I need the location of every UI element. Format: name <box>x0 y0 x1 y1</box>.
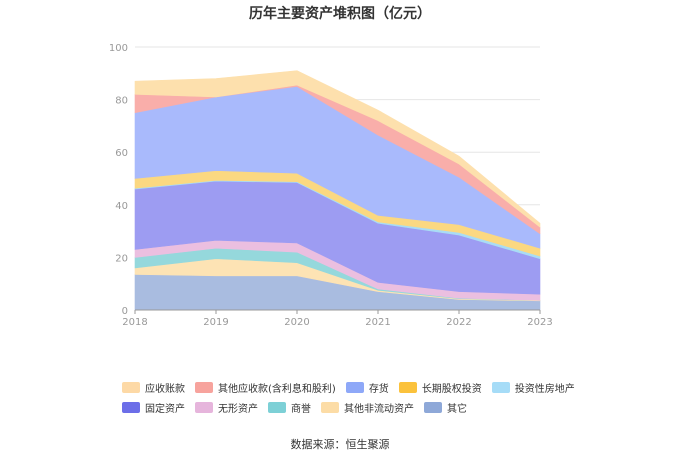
legend-label: 应收账款 <box>145 383 185 395</box>
legend-swatch <box>345 381 364 393</box>
chart-title: 历年主要资产堆积图（亿元） <box>249 6 431 22</box>
legend-item[interactable]: 固定资产 <box>122 400 185 415</box>
legend-item[interactable]: 应收账款 <box>122 380 185 395</box>
legend-swatch <box>122 381 140 393</box>
data-source: 数据来源：恒生聚源 <box>290 438 390 451</box>
legend-swatch <box>491 381 510 393</box>
legend-label: 商誉 <box>291 403 311 415</box>
legend: 应收账款 其他应收款(含利息和股利) 存货 长期股权投资 投资性房地产固定资产 无形资产 商… <box>122 377 592 417</box>
legend-item[interactable]: 存货 <box>345 380 389 395</box>
legend-label: 其它 <box>447 403 467 415</box>
y-tick-label: 60 <box>115 148 128 159</box>
y-tick-label: 40 <box>115 201 128 212</box>
legend-item[interactable]: 投资性房地产 <box>491 380 575 395</box>
legend-label: 投资性房地产 <box>514 383 575 395</box>
legend-label: 其他非流动资产 <box>344 403 414 415</box>
legend-row: 应收账款 其他应收款(含利息和股利) 存货 长期股权投资 投资性房地产 <box>122 377 592 397</box>
legend-swatch <box>195 381 213 393</box>
legend-swatch <box>321 401 339 413</box>
x-tick-label: 2020 <box>284 317 309 328</box>
area-series <box>134 70 541 228</box>
legend-swatch <box>398 381 417 393</box>
legend-item[interactable]: 长期股权投资 <box>398 380 482 395</box>
x-tick-label: 2018 <box>122 317 147 328</box>
legend-swatch <box>195 401 213 413</box>
legend-swatch <box>268 401 286 413</box>
legend-swatch <box>424 401 442 413</box>
x-tick-label: 2021 <box>365 317 390 328</box>
y-tick-label: 0 <box>122 306 128 317</box>
legend-item[interactable]: 商誉 <box>268 400 311 415</box>
x-tick-label: 2019 <box>203 317 228 328</box>
legend-row: 固定资产 无形资产 商誉 其他非流动资产 其它 <box>122 397 592 417</box>
x-tick-label: 2023 <box>527 317 552 328</box>
legend-item[interactable]: 无形资产 <box>195 400 258 415</box>
y-tick-label: 20 <box>115 253 128 264</box>
legend-label: 无形资产 <box>218 403 258 415</box>
legend-label: 长期股权投资 <box>421 383 482 395</box>
x-tick-label: 2022 <box>446 317 471 328</box>
legend-label: 其他应收款(含利息和股利) <box>218 383 336 395</box>
series-areas <box>134 70 541 311</box>
y-axis: 0 20 40 60 80 100 <box>109 43 128 317</box>
y-tick-label: 100 <box>109 43 128 54</box>
x-axis: 2018 2019 2020 2021 2022 2023 <box>122 309 553 328</box>
legend-item[interactable]: 其他非流动资产 <box>321 400 414 415</box>
legend-item[interactable]: 其它 <box>424 400 467 415</box>
legend-label: 存货 <box>368 383 389 395</box>
y-tick-label: 80 <box>115 96 128 107</box>
legend-label: 固定资产 <box>145 403 185 415</box>
legend-item[interactable]: 其他应收款(含利息和股利) <box>195 380 336 395</box>
legend-swatch <box>122 401 140 413</box>
